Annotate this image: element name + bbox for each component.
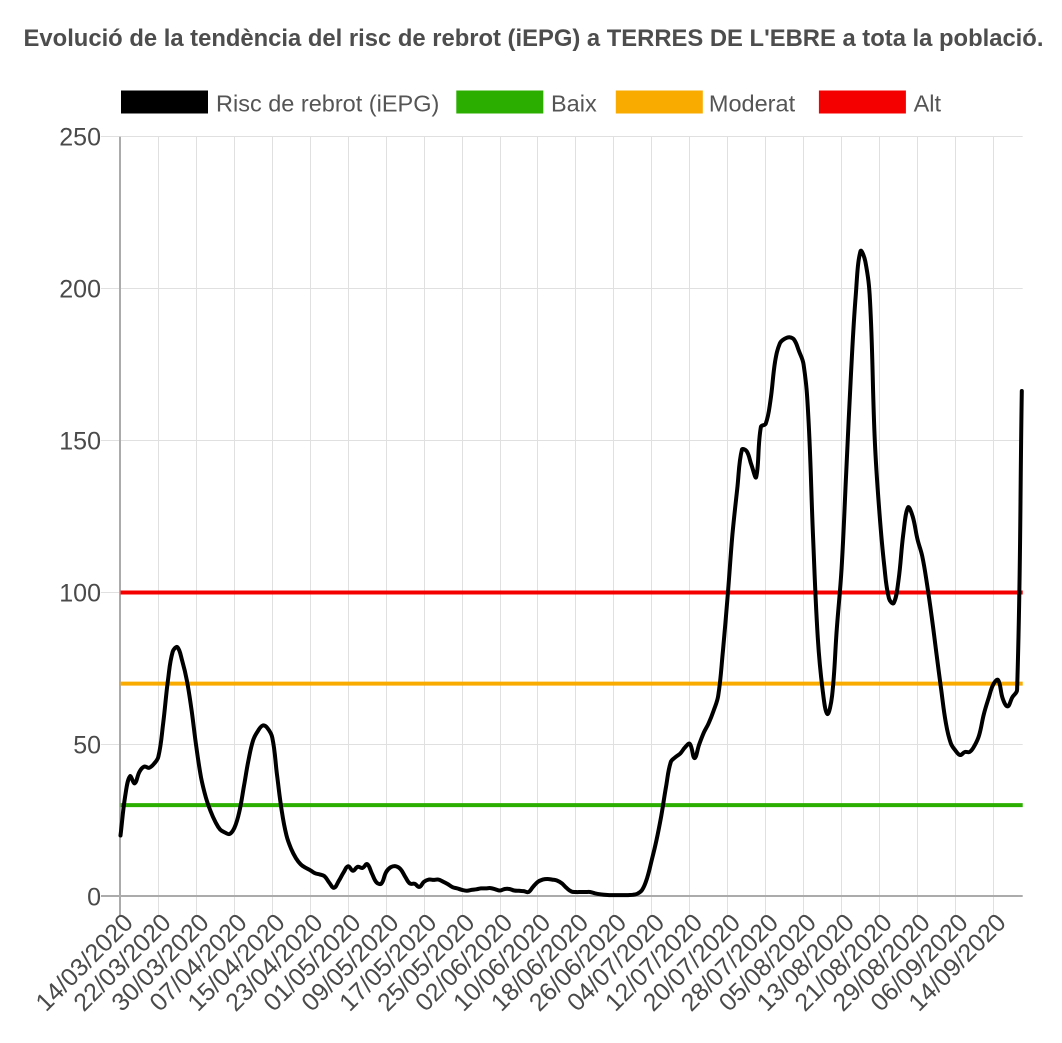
svg-text:250: 250: [59, 124, 101, 152]
svg-text:100: 100: [59, 580, 101, 608]
svg-text:Moderat: Moderat: [709, 91, 796, 117]
svg-text:Alt: Alt: [914, 91, 942, 117]
svg-text:Evolució de la tendència del r: Evolució de la tendència del risc de reb…: [24, 25, 1044, 52]
svg-text:Baix: Baix: [551, 91, 597, 117]
svg-text:Risc de rebrot (iEPG): Risc de rebrot (iEPG): [216, 91, 439, 117]
svg-text:150: 150: [59, 428, 101, 456]
svg-text:0: 0: [87, 883, 101, 911]
svg-text:50: 50: [73, 731, 101, 759]
svg-text:200: 200: [59, 276, 101, 304]
